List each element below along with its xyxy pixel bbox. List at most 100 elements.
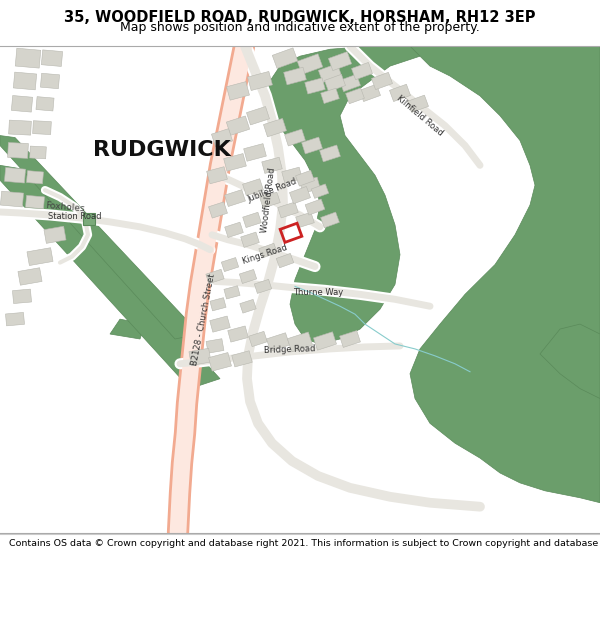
Bar bbox=[282, 168, 302, 183]
Bar bbox=[248, 71, 272, 91]
Bar bbox=[340, 74, 361, 92]
Bar bbox=[44, 226, 66, 243]
Bar bbox=[5, 312, 25, 326]
Bar bbox=[240, 299, 256, 313]
Bar bbox=[407, 95, 428, 112]
Bar bbox=[227, 82, 250, 100]
Bar bbox=[263, 118, 287, 137]
Bar bbox=[13, 72, 37, 90]
Bar bbox=[4, 168, 26, 183]
Bar bbox=[320, 88, 340, 104]
Polygon shape bbox=[0, 136, 200, 339]
Bar bbox=[328, 52, 352, 71]
Bar bbox=[305, 78, 325, 94]
Bar bbox=[242, 179, 263, 196]
Bar bbox=[300, 177, 320, 193]
Bar bbox=[206, 269, 224, 284]
Text: Foxholes: Foxholes bbox=[45, 201, 85, 213]
Bar bbox=[320, 145, 340, 162]
Bar bbox=[296, 171, 314, 186]
Bar bbox=[1, 191, 23, 207]
Bar bbox=[352, 62, 373, 80]
Text: Kings Road: Kings Road bbox=[241, 243, 289, 266]
Bar bbox=[15, 48, 41, 68]
Bar bbox=[244, 144, 266, 161]
Bar bbox=[18, 268, 42, 285]
Bar bbox=[232, 351, 252, 367]
Text: Station Road: Station Road bbox=[48, 213, 102, 221]
Text: Contains OS data © Crown copyright and database right 2021. This information is : Contains OS data © Crown copyright and d… bbox=[9, 539, 600, 548]
Bar bbox=[41, 50, 62, 66]
Bar bbox=[226, 116, 250, 135]
Bar bbox=[260, 192, 280, 208]
Text: Kilnfield Road: Kilnfield Road bbox=[395, 94, 445, 138]
Bar bbox=[27, 248, 53, 266]
Bar bbox=[359, 84, 380, 101]
Polygon shape bbox=[0, 166, 220, 389]
Bar bbox=[206, 167, 227, 184]
Bar bbox=[32, 121, 52, 134]
Bar bbox=[210, 298, 226, 311]
Bar bbox=[248, 331, 268, 347]
Bar bbox=[272, 48, 298, 68]
Bar bbox=[189, 348, 211, 366]
Bar bbox=[8, 142, 28, 158]
Bar bbox=[36, 97, 54, 111]
Bar bbox=[221, 258, 239, 272]
Bar bbox=[242, 213, 262, 228]
Text: Jubilee Road: Jubilee Road bbox=[246, 177, 298, 204]
Bar bbox=[206, 339, 224, 353]
Text: Thurne Way: Thurne Way bbox=[293, 288, 343, 297]
Bar bbox=[224, 222, 244, 238]
Text: Woodfield Road: Woodfield Road bbox=[260, 167, 277, 233]
Bar bbox=[262, 158, 282, 173]
Bar bbox=[8, 120, 31, 135]
Bar bbox=[346, 88, 364, 104]
Bar bbox=[296, 213, 314, 228]
Bar bbox=[280, 223, 302, 243]
Bar bbox=[371, 72, 392, 89]
Bar bbox=[319, 64, 341, 82]
Bar bbox=[29, 146, 46, 159]
Bar bbox=[224, 286, 240, 299]
Bar bbox=[241, 232, 259, 248]
Bar bbox=[224, 189, 245, 206]
Bar bbox=[311, 184, 329, 198]
Bar bbox=[209, 352, 232, 371]
Polygon shape bbox=[410, 46, 600, 503]
Bar bbox=[224, 154, 247, 171]
Bar bbox=[11, 96, 32, 112]
Bar bbox=[209, 202, 227, 218]
Bar bbox=[40, 73, 59, 89]
Text: Bridge Road: Bridge Road bbox=[264, 344, 316, 355]
Bar bbox=[254, 279, 272, 293]
Bar bbox=[302, 137, 322, 154]
Bar bbox=[340, 331, 361, 348]
Bar bbox=[325, 74, 346, 92]
Bar bbox=[26, 171, 43, 184]
Bar bbox=[278, 202, 298, 218]
Bar bbox=[13, 289, 32, 304]
Text: RUDGWICK: RUDGWICK bbox=[93, 141, 231, 161]
Polygon shape bbox=[265, 46, 420, 344]
Bar bbox=[320, 212, 340, 228]
Bar bbox=[26, 196, 44, 209]
Bar bbox=[228, 326, 248, 342]
Bar bbox=[259, 243, 277, 258]
Polygon shape bbox=[83, 213, 95, 225]
Polygon shape bbox=[110, 319, 145, 339]
Text: 35, WOODFIELD ROAD, RUDGWICK, HORSHAM, RH12 3EP: 35, WOODFIELD ROAD, RUDGWICK, HORSHAM, R… bbox=[64, 10, 536, 25]
Bar bbox=[266, 332, 290, 351]
Bar bbox=[239, 269, 257, 284]
Bar bbox=[389, 84, 410, 101]
Bar bbox=[247, 106, 269, 125]
Bar bbox=[211, 129, 233, 146]
Bar bbox=[313, 332, 337, 350]
Bar bbox=[284, 129, 305, 146]
Bar bbox=[287, 332, 313, 352]
Polygon shape bbox=[540, 324, 600, 399]
Bar bbox=[276, 253, 294, 268]
Text: Map shows position and indicative extent of the property.: Map shows position and indicative extent… bbox=[120, 21, 480, 34]
Bar bbox=[305, 199, 325, 215]
Bar bbox=[284, 68, 307, 85]
